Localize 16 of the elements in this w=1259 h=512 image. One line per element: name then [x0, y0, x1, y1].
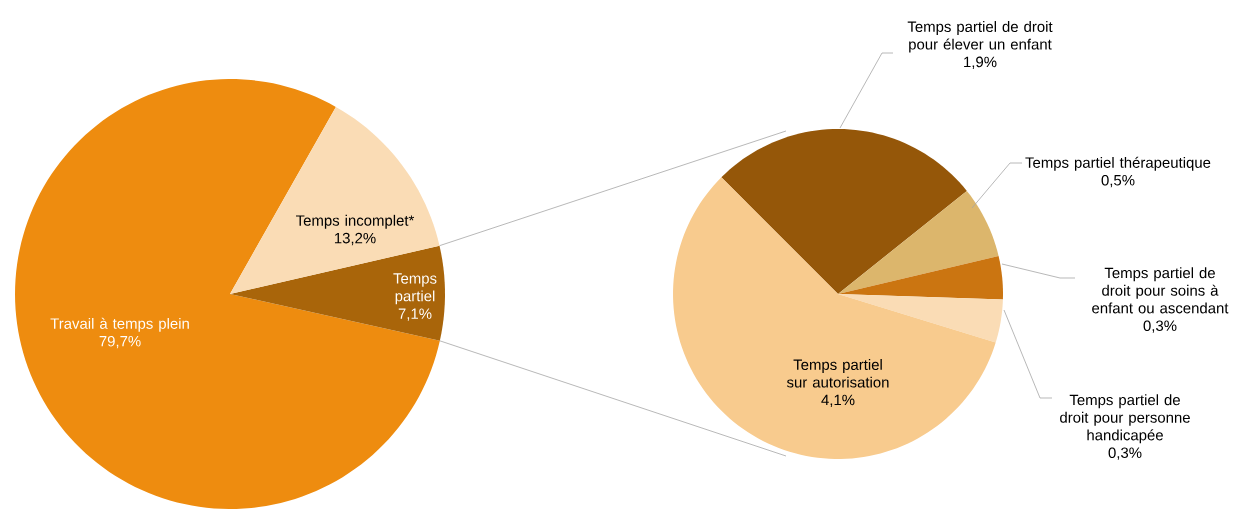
slice-label: Temps incomplet*	[296, 214, 415, 229]
data-label: 7,1%	[398, 308, 432, 321]
slice-label: Temps partiel thérapeutique	[1025, 156, 1211, 171]
slice-label: Temps partiel de droit pour élever un enfant	[907, 21, 1053, 53]
data-label: 0,5%	[1101, 174, 1135, 188]
slice-label: Temps partiel de droit pour personne handicapée	[1060, 394, 1190, 444]
data-label: 0,3%	[1108, 447, 1142, 460]
data-label: 4,1%	[821, 394, 855, 407]
data-label: 1,9%	[964, 56, 997, 69]
data-label: 0,3%	[1143, 320, 1177, 333]
slice-label: Temps partiel sur autorisation	[786, 359, 889, 388]
data-label: 13,2%	[334, 232, 376, 246]
data-label: 79,7%	[99, 335, 141, 349]
slice-label: Travail à temps plein	[50, 317, 189, 332]
slice-label: Temps partiel de droit pour soins à enfant ou ascendant	[1092, 267, 1229, 314]
slice-label: Temps partiel	[393, 273, 437, 305]
